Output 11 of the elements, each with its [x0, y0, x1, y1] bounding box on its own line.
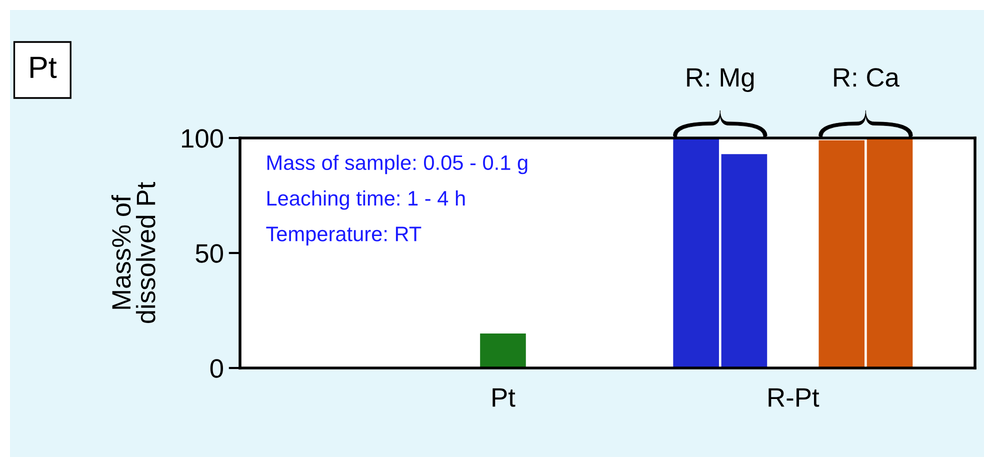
text: R: Mg — [687, 68, 754, 92]
annotation: Mass of sample: 0.05 - 0.1 g — [267, 154, 528, 174]
chart-title: Pt — [30, 56, 57, 78]
annotation: Temperature: RT — [266, 226, 422, 246]
y-axis-title: Mass% of dissolved Pt — [111, 182, 156, 324]
annotation: Leaching time: 1 - 4 h — [267, 190, 465, 210]
x-tick-label: R-Pt — [768, 388, 820, 407]
text: R: Ca — [834, 68, 900, 87]
y-tick-label: 50 — [196, 244, 223, 263]
y-tick-label: 100 — [182, 129, 223, 148]
y-tick-label: 0 — [210, 359, 223, 378]
